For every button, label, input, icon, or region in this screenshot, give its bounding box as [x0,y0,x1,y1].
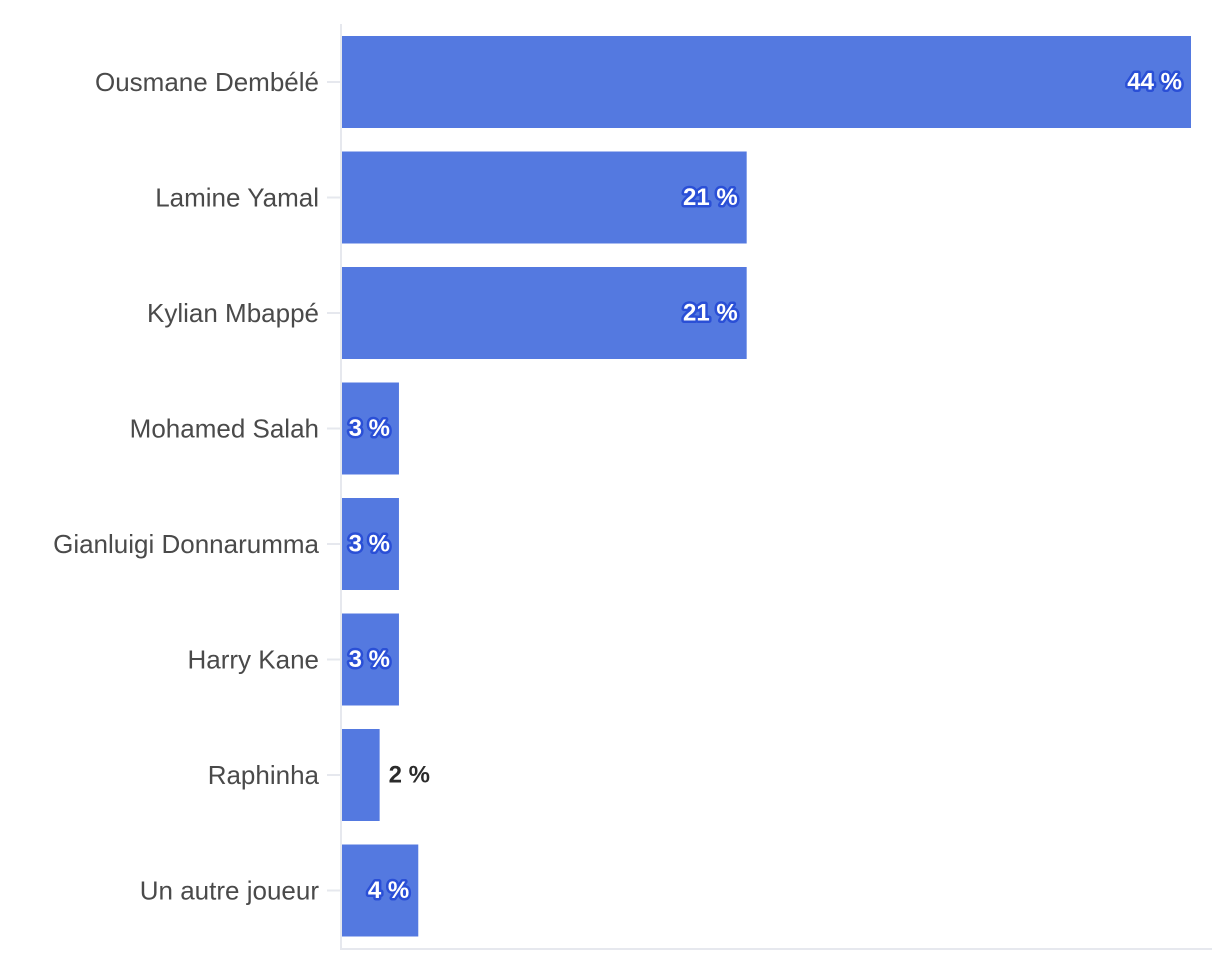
bar [341,498,399,590]
category-label: Ousmane Dembélé [95,67,319,97]
value-label: 44 % [1127,69,1182,96]
category-label: Gianluigi Donnarumma [53,529,319,559]
value-label: 4 % [368,877,409,904]
category-label: Un autre joueur [140,876,320,906]
category-label: Harry Kane [188,645,320,675]
value-label: 21 % [683,300,738,327]
category-labels: Ousmane Dembélé Lamine Yamal Kylian Mbappé… [53,67,319,906]
bar [341,36,1191,128]
bars [341,36,1191,937]
bar [341,267,747,359]
value-label: 3 % [349,415,390,442]
value-label: 21 % [683,184,738,211]
bar [341,382,399,475]
value-labels: 44 % 21 % 21 % 3 % 3 % 3 % 2 % 4 % [346,66,1184,907]
value-label: 3 % [349,531,390,558]
category-label: Kylian Mbappé [147,298,319,328]
category-label: Mohamed Salah [130,414,319,444]
category-label: Raphinha [208,760,320,790]
bar [341,151,747,244]
category-label: Lamine Yamal [155,183,319,213]
tick-marks [327,81,341,892]
value-label: 2 % [389,762,430,789]
value-label: 3 % [349,646,390,673]
bar [341,613,399,706]
bar [341,729,380,821]
bar [341,844,419,937]
